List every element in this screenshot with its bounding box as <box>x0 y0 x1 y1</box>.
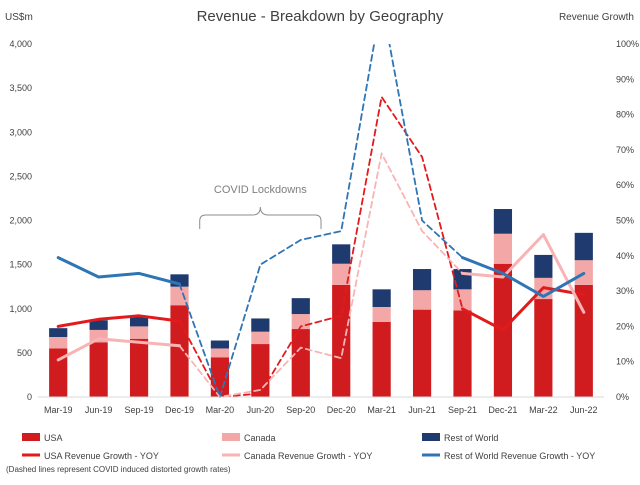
bar-segment <box>412 269 432 291</box>
y-right-tick-label: 20% <box>616 321 634 331</box>
x-tick-label: Mar-22 <box>529 405 558 415</box>
y-left-tick-label: 1,000 <box>9 304 32 314</box>
bar-segment <box>129 338 149 397</box>
y-right-tick-label: 40% <box>616 251 634 261</box>
bar-segment <box>210 348 230 358</box>
x-tick-label: Jun-19 <box>85 405 113 415</box>
legend-label: Canada <box>244 433 276 443</box>
bar-segment <box>251 344 270 397</box>
bar-segment <box>251 331 270 345</box>
y-left-axis-unit: US$m <box>5 12 33 23</box>
bar-segment <box>291 329 310 397</box>
lines-layer <box>56 44 586 398</box>
covid-annotation-label: COVID Lockdowns <box>214 184 307 196</box>
growth-line-segment <box>56 256 181 286</box>
x-tick-label: Sep-20 <box>286 405 315 415</box>
bar-segment <box>372 289 391 307</box>
bar-segment <box>332 263 351 285</box>
bar-segment <box>534 299 553 397</box>
bar-segment <box>412 309 432 397</box>
legend-label: Rest of World <box>444 433 498 443</box>
bar-segment <box>574 232 593 261</box>
bar-segment <box>170 305 189 397</box>
legend-label: Rest of World Revenue Growth - YOY <box>444 451 595 461</box>
y-right-tick-label: 60% <box>616 180 634 190</box>
y-right-tick-label: 80% <box>616 110 634 120</box>
x-tick-label: Dec-19 <box>165 405 194 415</box>
y-right-tick-label: 70% <box>616 145 634 155</box>
x-tick-label: Dec-20 <box>327 405 356 415</box>
growth-line-segment <box>461 256 586 298</box>
x-tick-label: Dec-21 <box>488 405 517 415</box>
y-left-tick-label: 2,500 <box>9 171 32 181</box>
legend-swatch <box>422 433 440 441</box>
legend: USA Canada Rest of World USA Revenue Growth… <box>22 433 595 461</box>
bar-segment <box>372 306 391 322</box>
bar-segment <box>574 284 593 397</box>
legend-label: Canada Revenue Growth - YOY <box>244 451 372 461</box>
bar-segment <box>210 340 230 349</box>
y-right-tick-label: 50% <box>616 216 634 226</box>
y-right-tick-label: 100% <box>616 39 639 49</box>
bar-segment <box>251 318 270 332</box>
covid-bracket <box>199 206 322 229</box>
bar-segment <box>129 316 149 327</box>
bar-segment <box>493 209 513 234</box>
y-left-tick-label: 3,000 <box>9 127 32 137</box>
x-tick-label: Jun-21 <box>408 405 436 415</box>
growth-line-segment <box>178 152 464 398</box>
y-right-tick-label: 90% <box>616 74 634 84</box>
y-left-tick-label: 500 <box>17 348 32 358</box>
bar-segment <box>493 233 513 264</box>
bar-segment <box>89 320 108 330</box>
x-tick-label: Mar-21 <box>367 405 396 415</box>
bar-segment <box>170 286 189 306</box>
bar-segment <box>453 310 472 397</box>
x-tick-label: Sep-21 <box>448 405 477 415</box>
legend-swatch <box>22 433 40 441</box>
y-right-axis-title: Revenue Growth <box>559 12 634 23</box>
legend-label: USA Revenue Growth - YOY <box>44 451 159 461</box>
chart-title: Revenue - Breakdown by Geography <box>197 8 444 25</box>
bar-segment <box>89 342 108 397</box>
growth-line-segment <box>461 233 586 314</box>
y-left-tick-label: 3,500 <box>9 83 32 93</box>
y-right-tick-label: 30% <box>616 286 634 296</box>
covid-annotation: COVID Lockdowns <box>199 184 322 229</box>
bar-segment <box>49 336 68 349</box>
x-tick-label: Jun-20 <box>247 405 275 415</box>
bar-segment <box>129 326 149 339</box>
y-right-tick-label: 10% <box>616 357 634 367</box>
bar-segment <box>332 284 351 397</box>
bar-segment <box>332 244 351 264</box>
bar-segment <box>534 254 553 278</box>
legend-label: USA <box>44 433 63 443</box>
growth-line-segment <box>56 337 181 362</box>
x-tick-label: Sep-19 <box>125 405 154 415</box>
y-right-tick-label: 0% <box>616 392 629 402</box>
bar-segment <box>49 328 68 337</box>
axes-layer: 0 500 1,000 1,500 2,000 2,500 3,000 3,500 4,000 0… <box>9 39 639 415</box>
bar-segment <box>291 298 310 315</box>
bar-segment <box>412 290 432 310</box>
growth-line-segment <box>56 314 181 328</box>
x-tick-label: Mar-20 <box>206 405 235 415</box>
x-tick-label: Mar-19 <box>44 405 73 415</box>
bar-segment <box>372 321 391 397</box>
y-left-tick-label: 0 <box>27 392 32 402</box>
y-left-tick-label: 4,000 <box>9 39 32 49</box>
chart-footnote: (Dashed lines represent COVID induced di… <box>6 465 231 474</box>
y-left-tick-label: 1,500 <box>9 260 32 270</box>
growth-line-segment <box>178 44 464 398</box>
legend-swatch <box>222 433 240 441</box>
x-tick-label: Jun-22 <box>570 405 598 415</box>
bars-layer <box>49 209 593 397</box>
bar-segment <box>49 348 68 397</box>
y-left-tick-label: 2,000 <box>9 216 32 226</box>
growth-line-segment <box>461 286 586 332</box>
